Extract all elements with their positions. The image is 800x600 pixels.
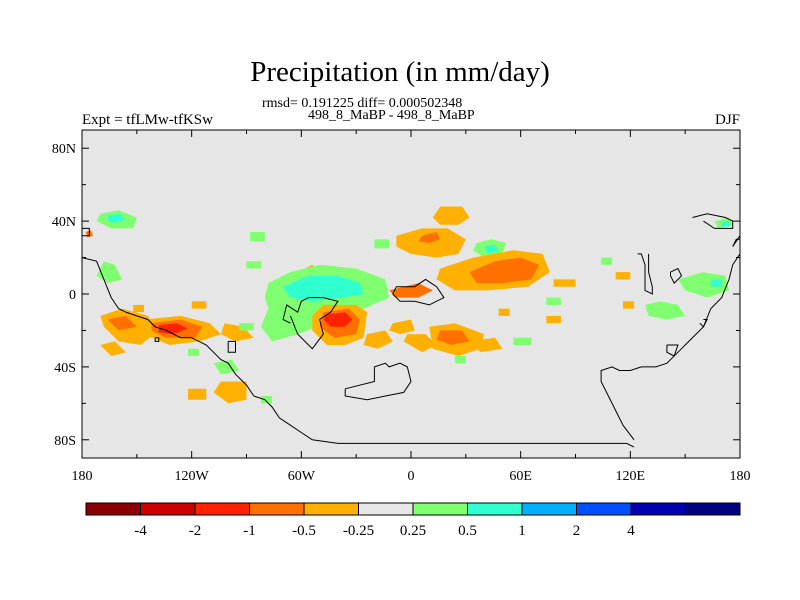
precip-region — [546, 297, 561, 305]
colorbar-swatch — [358, 502, 414, 516]
precip-region — [188, 348, 199, 356]
colorbar-label: -2 — [189, 523, 202, 539]
colorbar-label: -4 — [134, 523, 147, 539]
precip-region — [436, 330, 470, 345]
coastline — [154, 337, 160, 342]
precip-region — [213, 381, 247, 404]
coastline — [600, 253, 740, 441]
precip-region — [283, 275, 364, 302]
coastline — [732, 235, 740, 247]
precip-region — [484, 244, 499, 254]
precip-region — [158, 323, 188, 335]
precip-region — [645, 301, 686, 320]
precip-region — [498, 308, 510, 316]
precip-region — [188, 388, 207, 400]
precip-region — [469, 257, 539, 284]
precip-region — [107, 315, 137, 331]
precip-region — [553, 279, 576, 287]
colorbar-label: -0.5 — [292, 523, 316, 539]
coastline — [82, 227, 90, 237]
x-tick-label: 120E — [616, 469, 646, 484]
colorbar-swatch — [576, 502, 632, 516]
colorbar-swatch — [85, 502, 141, 516]
y-tick-label: 80S — [54, 434, 76, 449]
precip-region — [403, 334, 437, 353]
precip-region — [513, 337, 532, 345]
x-tick-label: 180 — [730, 469, 751, 484]
y-tick-label: 80N — [52, 142, 76, 157]
coastline — [637, 253, 653, 295]
colorbar-swatch — [412, 502, 468, 516]
x-tick-label: 60E — [509, 469, 532, 484]
colorbar-label: 0.25 — [400, 523, 426, 539]
x-tick-label: 180 — [72, 469, 93, 484]
precip-region — [623, 301, 634, 309]
x-tick-label: 60W — [288, 469, 316, 484]
precip-region — [191, 301, 207, 309]
precip-region — [323, 312, 353, 327]
colorbar-swatch — [685, 502, 741, 516]
colorbar-swatch — [630, 502, 686, 516]
x-tick-label: 120W — [175, 469, 210, 484]
colorbar: -4 -2 -1 -0.5 -0.25 0.25 0.5 1 2 4 — [85, 502, 741, 539]
y-tick-label: 40S — [54, 361, 76, 376]
colorbar-label: -0.25 — [343, 523, 374, 539]
colorbar-label: 0.5 — [458, 523, 477, 539]
precip-region — [710, 279, 722, 287]
y-tick-label: 0 — [69, 288, 76, 303]
precip-region — [389, 319, 415, 335]
colorbar-swatch — [194, 502, 250, 516]
precip-region — [261, 396, 273, 404]
case-label: 498_8_MaBP - 498_8_MaBP — [308, 108, 475, 123]
right-title: DJF — [714, 112, 740, 128]
coastline — [282, 297, 339, 350]
precip-region — [389, 283, 433, 298]
colorbar-swatch — [303, 502, 359, 516]
coastline — [692, 213, 734, 229]
axis-ticks: 180 120W 60W 0 60E 120E 180 80N 40N 0 40S 80S — [52, 130, 751, 484]
precip-region — [100, 341, 126, 356]
colorbar-swatch — [467, 502, 523, 516]
y-tick-label: 40N — [52, 215, 76, 230]
colorbar-label: -1 — [243, 523, 256, 539]
precip-region — [220, 323, 254, 342]
precip-region — [615, 272, 631, 280]
precip-region — [239, 323, 254, 331]
colorbar-swatch — [249, 502, 305, 516]
chart-title: Precipitation (in mm/day) — [250, 56, 550, 88]
colorbar-swatch — [521, 502, 577, 516]
colorbar-swatch — [140, 502, 196, 516]
coastline — [666, 344, 679, 357]
precip-region — [374, 239, 390, 249]
coastline — [670, 267, 683, 284]
precip-region — [107, 213, 126, 223]
precip-region — [246, 261, 262, 269]
left-title: Expt = tfLMw-tfKSw — [82, 112, 213, 128]
precip-region — [250, 232, 265, 242]
chart-subtitle: rmsd= 0.191225 diff= 0.000502348 — [262, 96, 463, 111]
precip-region — [721, 221, 729, 227]
coastline — [227, 340, 236, 353]
precip-region — [396, 228, 466, 258]
precip-region — [677, 272, 729, 298]
coastline — [82, 257, 635, 448]
precip-region — [432, 206, 470, 225]
coastline — [699, 319, 708, 328]
precip-region — [454, 356, 466, 364]
precip-region — [133, 304, 145, 313]
x-tick-label: 0 — [408, 469, 415, 484]
coastline — [392, 278, 445, 306]
precip-region — [469, 337, 503, 353]
precip-region — [601, 257, 613, 265]
precip-region — [546, 315, 561, 324]
colorbar-label: 4 — [627, 523, 635, 539]
colorbar-label: 1 — [518, 523, 526, 539]
colorbar-label: 2 — [573, 523, 581, 539]
precip-region — [363, 330, 393, 349]
coastline — [344, 362, 412, 401]
coastlines — [82, 213, 740, 448]
precip-region — [418, 232, 441, 243]
